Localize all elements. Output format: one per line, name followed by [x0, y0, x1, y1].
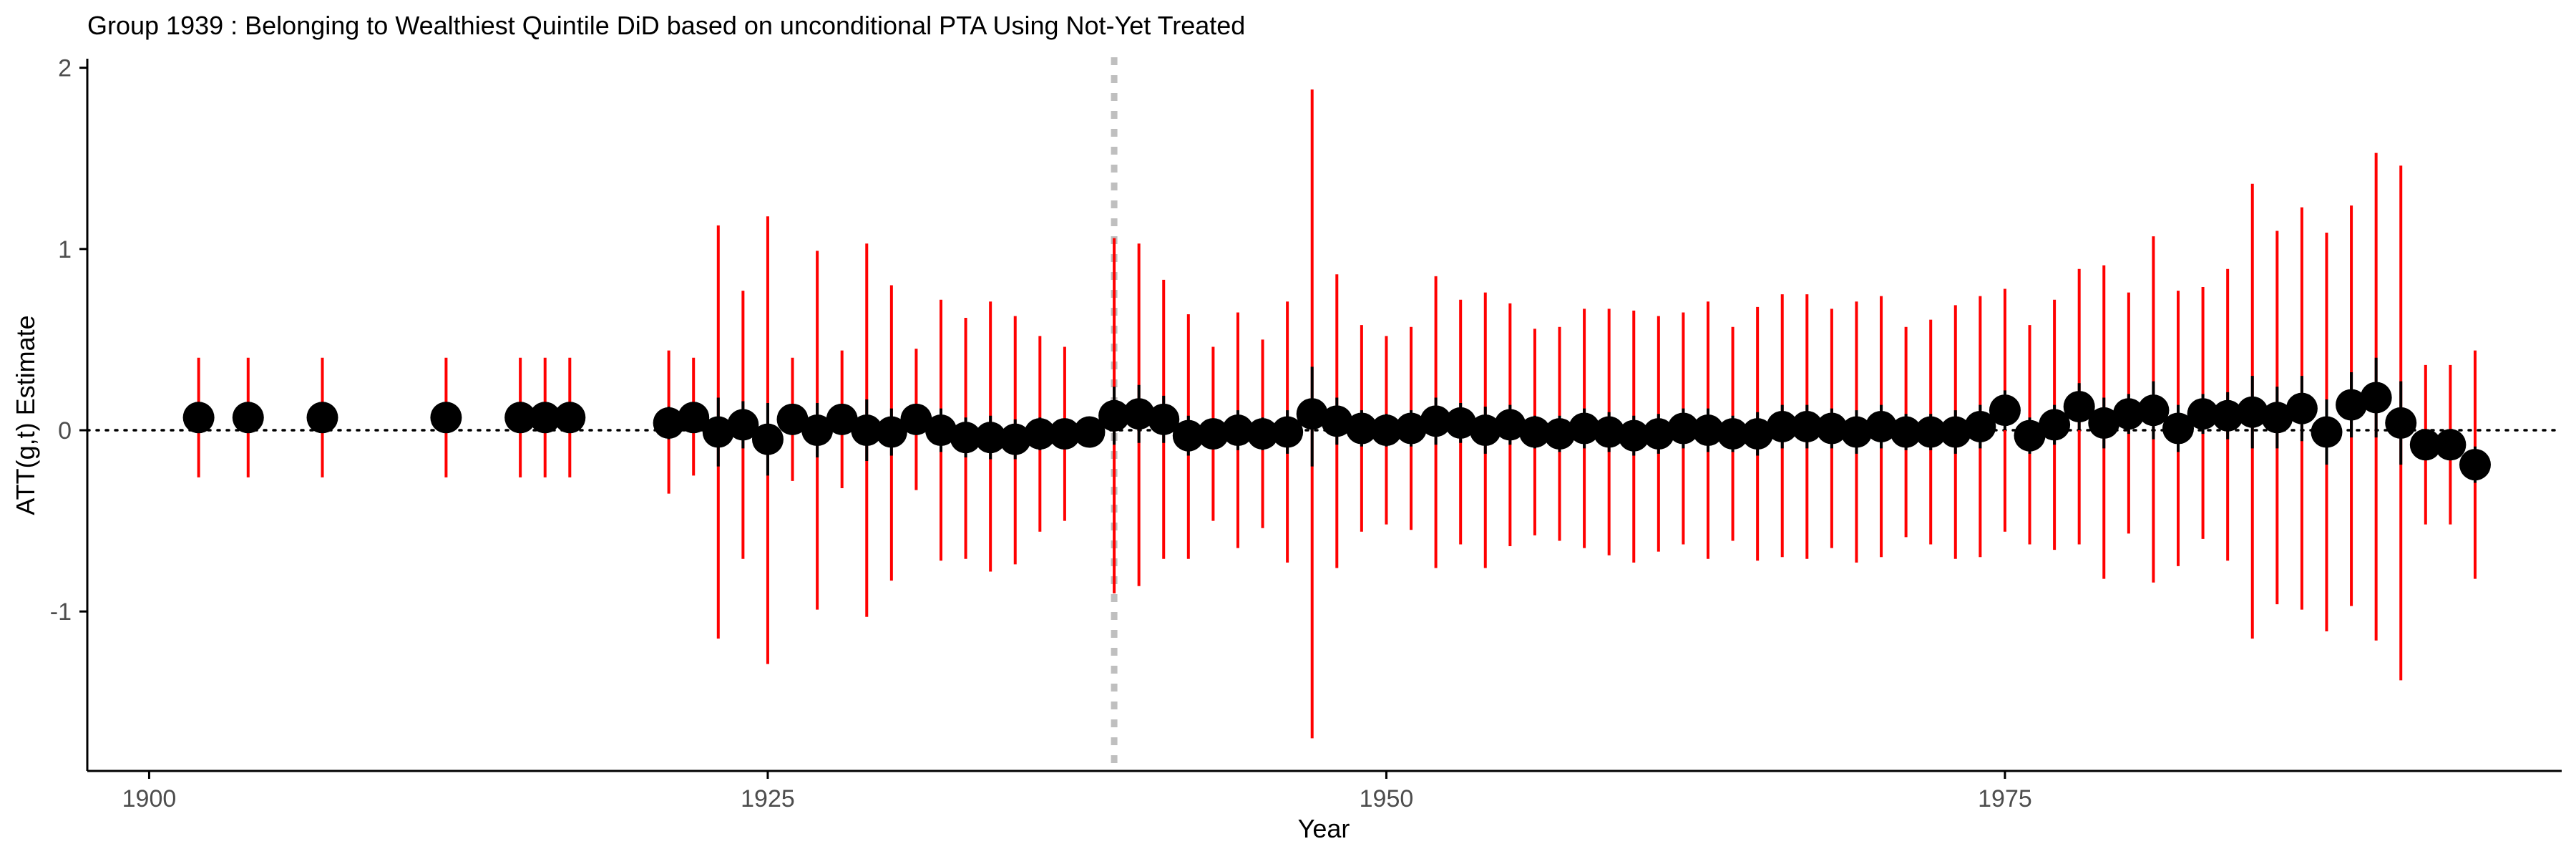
att-point — [2112, 398, 2145, 430]
att-point — [504, 402, 537, 434]
att-point — [1742, 418, 1774, 450]
att-point — [727, 409, 759, 441]
att-point — [2285, 392, 2318, 424]
y-tick-label: 1 — [58, 236, 72, 263]
att-point — [1518, 416, 1551, 448]
att-point — [801, 414, 834, 447]
chart-title: Group 1939 : Belonging to Wealthiest Qui… — [87, 11, 1245, 40]
att-point — [1494, 409, 1526, 441]
x-axis-ticks: 1900 1925 1950 1975 — [122, 771, 2032, 812]
att-point — [1098, 399, 1131, 432]
att-point — [875, 416, 907, 448]
att-point — [2014, 419, 2046, 452]
att-point — [1370, 414, 1402, 447]
att-point — [1148, 403, 1180, 435]
att-point — [751, 423, 784, 455]
att-point — [1890, 416, 1922, 448]
att-point — [1321, 405, 1353, 437]
att-point — [1593, 416, 1625, 448]
att-point — [1420, 405, 1452, 437]
att-points — [182, 382, 2491, 481]
att-point — [1618, 419, 1650, 452]
att-point — [2409, 429, 2441, 461]
att-point — [232, 402, 264, 434]
att-point — [1123, 398, 1155, 430]
att-point — [2088, 407, 2120, 439]
att-point — [1791, 410, 1823, 442]
att-point — [1692, 414, 1724, 447]
att-point — [826, 403, 858, 435]
att-point — [1073, 416, 1106, 448]
x-tick-label: 1925 — [741, 785, 795, 812]
y-tick-label: -1 — [50, 598, 72, 626]
att-point — [2137, 394, 2170, 427]
att-point — [2434, 429, 2467, 461]
att-point — [1568, 412, 1601, 445]
y-axis-label: ATT(g,t) Estimate — [11, 315, 40, 515]
att-point — [430, 402, 462, 434]
att-point — [776, 403, 809, 435]
att-point — [2459, 449, 2491, 481]
att-point — [2385, 407, 2417, 439]
y-tick-label: 0 — [58, 417, 72, 445]
att-point — [554, 402, 586, 434]
att-point — [2360, 382, 2392, 414]
att-point — [1272, 416, 1304, 448]
att-point — [182, 402, 215, 434]
att-point — [1197, 418, 1229, 450]
att-point — [1939, 416, 1971, 448]
y-axis-ticks: -1 0 1 2 — [50, 55, 87, 626]
att-point — [2336, 389, 2368, 421]
att-point — [1172, 419, 1204, 452]
x-tick-label: 1975 — [1978, 785, 2032, 812]
att-point — [1345, 412, 1377, 445]
att-point — [1964, 410, 1996, 442]
att-point — [1717, 418, 1749, 450]
att-point — [653, 407, 685, 439]
att-point — [1642, 418, 1674, 450]
att-point — [1296, 398, 1328, 430]
x-axis-label: Year — [1298, 814, 1350, 843]
y-tick-label: 2 — [58, 55, 72, 82]
att-point — [1815, 412, 1848, 445]
x-tick-label: 1900 — [122, 785, 177, 812]
att-point — [975, 422, 1007, 454]
att-point — [1395, 412, 1428, 445]
att-point — [1865, 410, 1898, 442]
att-point — [1989, 394, 2021, 427]
att-point — [1048, 418, 1080, 450]
att-point — [1469, 414, 1501, 447]
att-point — [851, 414, 883, 447]
att-point — [999, 423, 1031, 455]
x-tick-label: 1950 — [1360, 785, 1414, 812]
att-point — [678, 402, 710, 434]
att-point — [1221, 414, 1254, 447]
att-point — [2063, 391, 2095, 423]
att-point — [2236, 396, 2268, 428]
att-point — [950, 422, 982, 454]
att-point — [306, 402, 338, 434]
att-point — [2187, 398, 2219, 430]
att-point — [1445, 407, 1477, 439]
att-point — [2212, 399, 2244, 432]
att-point — [1667, 412, 1699, 445]
att-point — [2039, 409, 2071, 441]
att-point — [2311, 416, 2343, 448]
att-point — [529, 402, 561, 434]
att-point — [2261, 402, 2293, 434]
att-point — [1024, 418, 1056, 450]
att-point — [1766, 410, 1798, 442]
att-point — [925, 414, 957, 447]
att-point — [2162, 412, 2195, 445]
att-point — [1915, 416, 1947, 448]
att-point — [1840, 416, 1873, 448]
att-point — [1246, 418, 1279, 450]
att-point — [702, 416, 734, 448]
att-point — [1543, 418, 1576, 450]
att-point — [900, 403, 932, 435]
